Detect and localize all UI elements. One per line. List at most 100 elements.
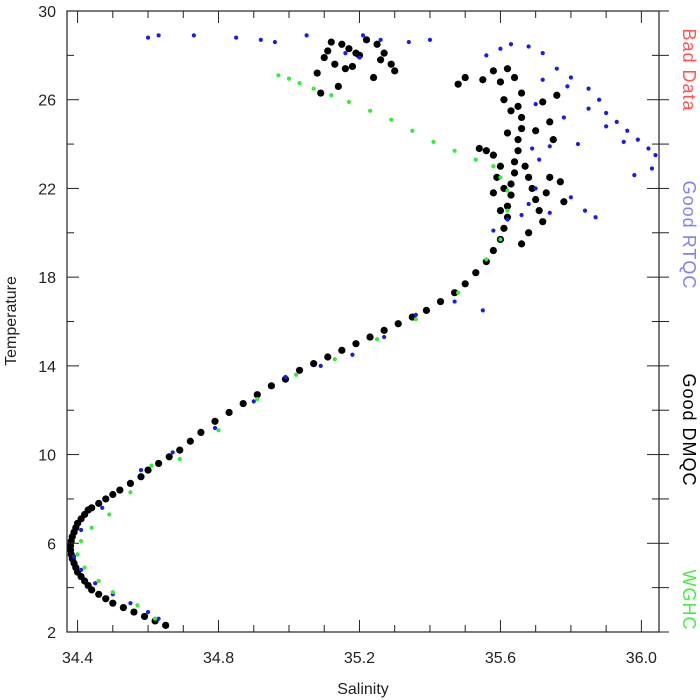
data-point-good-dmqc xyxy=(225,408,233,417)
data-point-good-dmqc xyxy=(500,224,508,232)
data-point-good-rtqc xyxy=(156,33,161,38)
data-point-good-dmqc xyxy=(496,207,505,215)
data-point-good-dmqc xyxy=(539,218,547,226)
y-tick-label: 30 xyxy=(38,4,56,21)
data-point-wghc xyxy=(374,337,380,342)
data-point-good-rtqc xyxy=(357,55,362,60)
data-point-wghc xyxy=(505,188,510,193)
data-point-good-dmqc xyxy=(503,129,512,137)
legend: Bad Data Good RTQC Good DMQC WGHC xyxy=(679,28,699,630)
data-point-good-dmqc xyxy=(507,191,515,199)
data-point-good-dmqc xyxy=(239,399,247,408)
data-point-good-rtqc xyxy=(350,352,355,357)
data-point-good-rtqc xyxy=(283,374,288,380)
data-point-good-rtqc xyxy=(343,51,348,56)
data-point-good-dmqc xyxy=(369,73,378,82)
data-point-good-dmqc xyxy=(320,53,328,62)
data-point-good-dmqc xyxy=(496,78,505,86)
data-point-good-rtqc xyxy=(635,137,640,142)
data-point-good-rtqc xyxy=(593,215,598,220)
legend-entry-good-rtqc: Good RTQC xyxy=(679,181,699,290)
data-points-layer xyxy=(66,33,658,629)
data-point-good-dmqc xyxy=(503,202,512,210)
data-point-good-dmqc xyxy=(422,306,431,315)
y-tick-label: 14 xyxy=(38,359,56,376)
data-point-good-dmqc xyxy=(454,80,462,88)
data-point-good-dmqc xyxy=(95,499,103,507)
y-tick-label: 22 xyxy=(38,181,56,198)
data-point-wghc xyxy=(389,117,394,122)
data-point-good-dmqc xyxy=(95,590,103,598)
data-point-good-dmqc xyxy=(528,184,536,193)
data-point-good-rtqc xyxy=(547,210,552,215)
legend-entry-good-dmqc: Good DMQC xyxy=(679,373,699,486)
data-point-good-dmqc xyxy=(362,36,371,44)
data-point-wghc xyxy=(255,397,260,402)
data-point-good-rtqc xyxy=(604,110,609,116)
data-point-good-dmqc xyxy=(535,207,543,215)
legend-entry-bad-data: Bad Data xyxy=(679,28,699,111)
data-point-good-dmqc xyxy=(475,144,483,153)
data-point-good-rtqc xyxy=(604,124,609,129)
data-point-good-rtqc xyxy=(568,75,574,80)
data-point-wghc xyxy=(473,157,478,162)
data-point-good-dmqc xyxy=(165,453,173,461)
data-point-good-dmqc xyxy=(525,229,533,237)
y-axis-title: Temperature xyxy=(3,276,20,366)
data-point-good-rtqc xyxy=(526,44,531,49)
data-point-good-dmqc xyxy=(253,391,261,399)
data-point-good-rtqc xyxy=(533,102,538,107)
data-point-good-rtqc xyxy=(406,39,411,45)
data-point-good-dmqc xyxy=(507,107,515,115)
data-point-good-dmqc xyxy=(140,612,149,621)
data-point-wghc xyxy=(82,565,87,570)
data-point-good-dmqc xyxy=(517,124,526,133)
data-point-good-dmqc xyxy=(532,195,540,204)
data-point-wghc xyxy=(152,616,158,621)
data-point-good-rtqc xyxy=(561,115,566,120)
data-point-good-dmqc xyxy=(479,76,487,84)
data-point-good-dmqc xyxy=(546,173,554,181)
data-point-good-rtqc xyxy=(537,157,542,162)
data-point-good-dmqc xyxy=(126,479,135,488)
data-point-good-rtqc xyxy=(568,195,574,200)
data-point-good-dmqc xyxy=(472,269,480,277)
data-point-good-rtqc xyxy=(78,567,84,573)
x-tick-label: 34.8 xyxy=(203,650,234,667)
data-point-good-dmqc xyxy=(514,136,522,144)
data-point-good-dmqc xyxy=(510,169,519,177)
data-point-good-dmqc xyxy=(489,151,497,159)
data-point-good-dmqc xyxy=(380,326,388,334)
data-point-wghc xyxy=(505,208,510,213)
x-tick-label: 34.4 xyxy=(62,650,93,667)
data-point-wghc xyxy=(484,257,489,262)
data-point-wghc xyxy=(293,372,299,377)
data-point-good-rtqc xyxy=(452,299,457,304)
data-point-good-dmqc xyxy=(380,49,388,57)
data-point-wghc xyxy=(498,175,503,180)
data-point-good-dmqc xyxy=(532,127,540,135)
data-point-good-dmqc xyxy=(338,346,346,354)
data-point-good-rtqc xyxy=(212,425,218,431)
data-point-good-dmqc xyxy=(338,40,346,48)
data-point-good-dmqc xyxy=(366,333,374,341)
data-point-good-dmqc xyxy=(324,353,332,361)
data-point-good-dmqc xyxy=(451,289,459,297)
data-point-good-dmqc xyxy=(327,38,335,46)
legend-entry-wghc: WGHC xyxy=(679,570,699,631)
data-point-wghc xyxy=(431,139,436,144)
x-axis-title: Salinity xyxy=(337,681,389,698)
data-point-good-rtqc xyxy=(565,84,570,89)
data-point-good-dmqc xyxy=(517,89,526,97)
data-point-good-dmqc xyxy=(489,246,497,255)
data-point-good-dmqc xyxy=(493,173,501,181)
data-point-good-rtqc xyxy=(191,33,196,38)
data-point-good-rtqc xyxy=(547,144,552,149)
data-point-wghc xyxy=(276,73,281,78)
data-point-good-dmqc xyxy=(197,428,205,436)
data-point-good-dmqc xyxy=(345,45,353,53)
data-point-good-dmqc xyxy=(507,180,515,188)
data-point-good-dmqc xyxy=(391,67,399,75)
data-point-good-dmqc xyxy=(109,599,117,607)
